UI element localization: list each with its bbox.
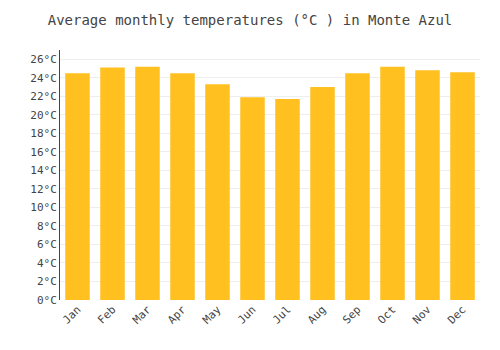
svg-text:2°C: 2°C	[37, 275, 57, 288]
svg-text:May: May	[200, 303, 224, 327]
svg-text:6°C: 6°C	[37, 238, 57, 251]
svg-text:4°C: 4°C	[37, 257, 57, 270]
svg-text:14°C: 14°C	[30, 164, 57, 177]
svg-text:8°C: 8°C	[37, 220, 57, 233]
svg-text:26°C: 26°C	[30, 53, 57, 66]
svg-text:12°C: 12°C	[30, 183, 57, 196]
svg-text:20°C: 20°C	[30, 109, 57, 122]
svg-text:22°C: 22°C	[30, 90, 57, 103]
svg-text:0°C: 0°C	[37, 294, 57, 307]
svg-text:Average monthly temperatures (: Average monthly temperatures (°C ) in Mo…	[48, 12, 453, 28]
svg-text:Nov: Nov	[410, 303, 434, 327]
svg-text:Dec: Dec	[445, 303, 468, 326]
svg-text:Sep: Sep	[340, 303, 363, 326]
svg-text:Jun: Jun	[235, 303, 258, 326]
svg-text:Jan: Jan	[60, 303, 83, 326]
svg-text:Mar: Mar	[130, 303, 154, 327]
svg-text:18°C: 18°C	[30, 127, 57, 140]
svg-text:Jul: Jul	[270, 303, 293, 326]
svg-text:10°C: 10°C	[30, 201, 57, 214]
svg-text:Feb: Feb	[95, 303, 118, 326]
svg-text:Aug: Aug	[305, 303, 328, 326]
svg-text:16°C: 16°C	[30, 146, 57, 159]
svg-text:Apr: Apr	[165, 303, 189, 327]
svg-text:Oct: Oct	[375, 303, 398, 326]
svg-text:24°C: 24°C	[30, 72, 57, 85]
